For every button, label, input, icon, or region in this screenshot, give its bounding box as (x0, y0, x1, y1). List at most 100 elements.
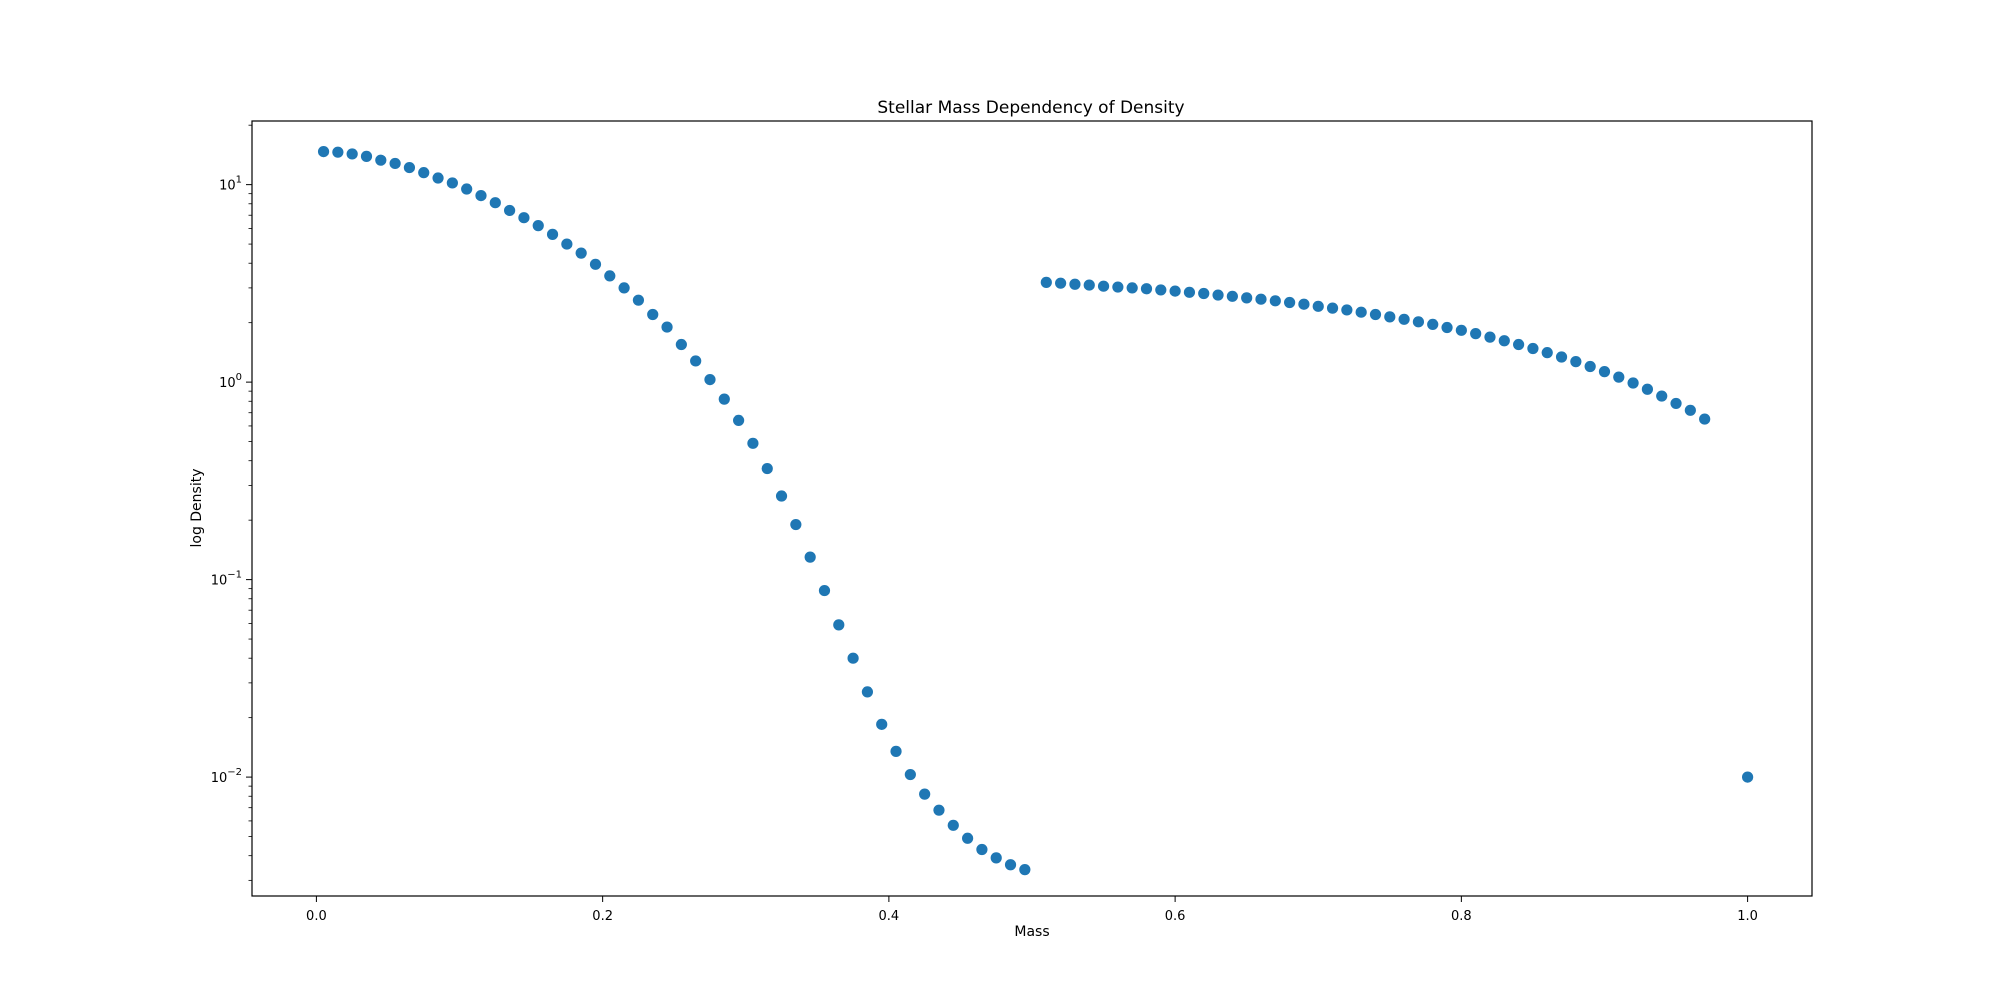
data-point (389, 157, 401, 170)
data-point (718, 393, 730, 405)
y-tick-label: 10−2 (211, 767, 242, 786)
data-point (632, 294, 645, 306)
data-point (1097, 280, 1110, 292)
data-point (475, 190, 487, 202)
x-tick-label: 0.2 (592, 909, 613, 924)
data-point (589, 258, 602, 270)
data-point (1455, 324, 1467, 336)
data-point (432, 172, 444, 184)
data-point (1627, 377, 1639, 389)
data-point (1584, 360, 1596, 373)
data-point (1055, 277, 1067, 289)
data-point (546, 228, 559, 240)
x-axis-ticks: 0.0 0.2 0.4 0.6 0.8 1.0 (306, 896, 1758, 924)
data-point (1513, 338, 1525, 351)
data-point (1183, 286, 1196, 298)
data-point (1019, 864, 1031, 876)
data-point (1212, 289, 1224, 301)
data-point (1069, 278, 1081, 290)
data-point (346, 148, 358, 160)
data-point (446, 177, 458, 189)
data-point (1040, 276, 1052, 288)
data-point (962, 832, 974, 844)
data-point (1498, 335, 1510, 347)
data-point (919, 788, 931, 800)
data-point (375, 154, 387, 166)
data-points (317, 145, 1754, 876)
data-point (790, 518, 802, 531)
data-point (1140, 283, 1153, 295)
data-point (761, 462, 773, 475)
data-point (604, 270, 616, 282)
plot-frame (251, 120, 1813, 897)
data-point (804, 551, 816, 563)
data-point (1527, 342, 1539, 355)
data-point (1742, 771, 1754, 783)
data-point (847, 652, 859, 664)
data-point (733, 414, 745, 426)
data-point (618, 282, 630, 294)
y-axis-ticks: 10−2 10−1 100 101 (211, 124, 252, 881)
data-point (461, 183, 473, 195)
data-point (1470, 328, 1482, 340)
data-point (661, 321, 673, 333)
data-point (1004, 859, 1017, 871)
data-point (1641, 383, 1654, 395)
data-point (1198, 287, 1210, 300)
data-point (1427, 318, 1439, 331)
data-point (1699, 413, 1711, 425)
data-point (675, 338, 687, 351)
data-point (518, 212, 530, 224)
data-point (1541, 347, 1553, 359)
data-point (575, 247, 587, 259)
data-point (647, 308, 659, 321)
data-point (561, 238, 573, 250)
data-point (1384, 311, 1396, 323)
data-point (332, 146, 344, 158)
data-point (1169, 285, 1181, 297)
y-axis-label: log Density (189, 468, 205, 547)
y-tick-label: 100 (219, 372, 242, 391)
data-point (1555, 351, 1568, 363)
data-point (532, 220, 544, 232)
data-point (704, 373, 716, 386)
data-point (403, 161, 416, 174)
data-point (1241, 292, 1253, 304)
data-point (861, 686, 874, 698)
x-axis-label: Mass (1014, 924, 1049, 940)
y-tick-label: 101 (219, 175, 242, 194)
data-point (990, 852, 1002, 864)
data-point (890, 745, 902, 757)
data-point (1269, 295, 1281, 307)
data-point (1398, 313, 1410, 325)
data-point (1255, 293, 1267, 305)
data-point (1284, 296, 1296, 309)
data-point (1613, 371, 1625, 383)
x-tick-label: 0.0 (306, 909, 327, 924)
data-point (1155, 284, 1167, 296)
data-point (933, 804, 945, 816)
data-point (976, 843, 988, 856)
data-point (1312, 300, 1324, 312)
data-point (317, 145, 330, 158)
data-point (489, 197, 501, 209)
data-point (833, 619, 845, 631)
data-point (818, 584, 831, 597)
y-tick-label: 10−1 (211, 570, 242, 589)
x-tick-label: 0.6 (1165, 909, 1186, 924)
data-point (947, 819, 959, 831)
data-point (876, 718, 888, 730)
data-point (690, 355, 702, 367)
chart-title: Stellar Mass Dependency of Density (877, 98, 1184, 118)
data-point (1326, 302, 1339, 314)
data-point (1298, 298, 1310, 310)
data-point (1083, 279, 1095, 291)
data-point (1441, 321, 1453, 334)
data-point (904, 768, 916, 781)
x-tick-label: 1.0 (1737, 909, 1758, 924)
data-point (1112, 281, 1124, 293)
data-point (360, 150, 373, 162)
data-point (1355, 306, 1367, 318)
data-point (1484, 331, 1496, 343)
